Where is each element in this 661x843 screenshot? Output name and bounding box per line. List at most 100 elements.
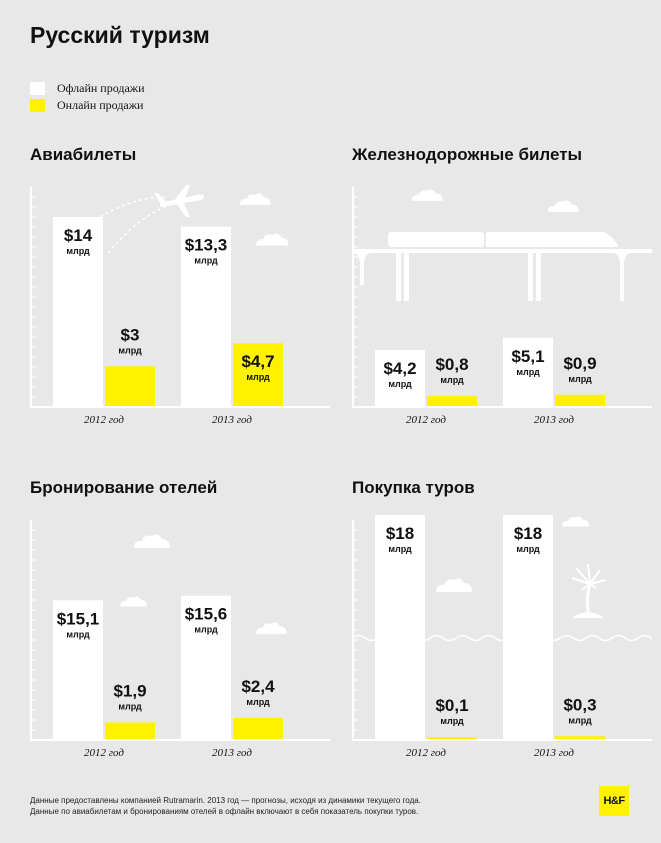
footnote: Данные предоставлены компанией Rutramari… [30,795,421,817]
data-label-unit: млрд [440,375,464,385]
flight-path [107,204,171,254]
bar-online [427,396,477,407]
bar-online [555,394,605,407]
data-label: $4,7 [241,352,274,371]
cloud-icon [256,622,287,634]
panel-title-hotels: Бронирование отелей [30,478,218,497]
data-label-unit: млрд [246,372,270,382]
bar-offline [375,350,425,407]
y-axis-ticks [352,187,358,407]
legend-item-online: Онлайн продажи [30,97,145,114]
data-label-unit: млрд [246,697,270,707]
legend-label-offline: Офлайн продажи [57,81,145,95]
data-label: $0,8 [435,355,468,374]
island-shape [572,612,604,618]
airplane-wing [174,185,190,201]
panel-hotels: Бронирование отелей $15,1 млрд $1,9 млрд 201… [30,478,330,778]
cloud-icon [412,189,443,201]
cloud-icon [256,233,289,246]
x-tick-label: 2013 год [212,414,252,426]
cloud-shape [256,622,287,634]
cloud-shape [412,189,443,201]
cloud-icon [240,193,271,205]
cloud-shape [436,578,472,592]
data-label: $0,3 [563,695,596,714]
x-tick-label: 2013 год [534,747,574,759]
cloud-shape [548,200,579,212]
cloud-icon [562,516,589,527]
data-label-unit: млрд [516,367,540,377]
x-tick-label: 2012 год [84,747,124,759]
train-icon [352,232,652,301]
bar-offline [53,217,103,407]
bar-online [427,737,477,740]
palm-leaf [589,579,607,585]
x-tick-label: 2012 год [84,414,124,426]
panel-tours: Покупка туров $18 млрд $0,1 млрд 2012 год $18… [352,478,652,778]
x-tick-label: 2012 год [406,414,446,426]
bar-offline [503,515,553,740]
data-label: $18 [514,524,542,543]
palm-leaf [589,583,597,589]
airplane-wing [176,203,190,217]
palm-leaf [589,569,601,585]
data-label: $0,9 [563,354,596,373]
x-tick-label: 2013 год [534,414,574,426]
panel-air: Авиабилеты $14 млрд $3 млрд 2012 год $13,3 млр… [30,145,330,445]
bar-offline [375,515,425,740]
footnote-line-1: Данные предоставлены компанией Rutramari… [30,796,421,805]
data-label: $2,4 [241,677,275,696]
bar-online [555,736,605,740]
data-label-unit: млрд [388,379,412,389]
cloud-icon [120,596,147,607]
palm-leaf [575,567,591,585]
data-label: $14 [64,226,93,245]
rail-support [404,253,409,301]
rail-support [352,253,372,285]
train-car [486,232,590,247]
palm-trunk [585,583,592,613]
data-label-unit: млрд [388,544,412,554]
page-title: Русский туризм [30,22,210,48]
legend-swatch-online [30,99,45,112]
data-label: $0,1 [435,696,468,715]
cloud-shape [562,516,589,527]
train-car [388,232,484,247]
x-tick-label: 2013 год [212,747,252,759]
rail-support [536,253,541,301]
bar-offline [181,226,231,407]
cloud-shape [134,534,170,548]
data-label-unit: млрд [516,544,540,554]
legend: Офлайн продажи Онлайн продажи [30,80,145,114]
cloud-icon [436,578,472,592]
data-label-unit: млрд [66,246,90,256]
cloud-shape [240,193,271,205]
bar-online [105,722,155,740]
data-label: $4,2 [383,359,416,378]
bar-online [233,343,283,407]
brand-logo: H&F [599,786,629,816]
cloud-shape [120,596,147,607]
panel-title-tours: Покупка туров [352,478,475,497]
rail-support [396,253,401,301]
palm-island-icon [571,563,607,618]
data-label: $15,1 [57,609,100,628]
cloud-icon [548,200,579,212]
cloud-shape [256,233,289,246]
rail-support [528,253,533,301]
data-label-unit: млрд [568,715,592,725]
bar-online [105,366,155,407]
decorations [352,189,652,301]
data-label: $13,3 [185,236,228,255]
x-tick-label: 2012 год [406,747,446,759]
panel-title-rail: Железнодорожные билеты [352,145,583,164]
data-label-unit: млрд [194,256,218,266]
data-label-unit: млрд [118,701,142,711]
bar-offline [181,595,231,740]
bar-offline [503,337,553,407]
rail-support [612,253,632,301]
data-label-unit: млрд [66,629,90,639]
